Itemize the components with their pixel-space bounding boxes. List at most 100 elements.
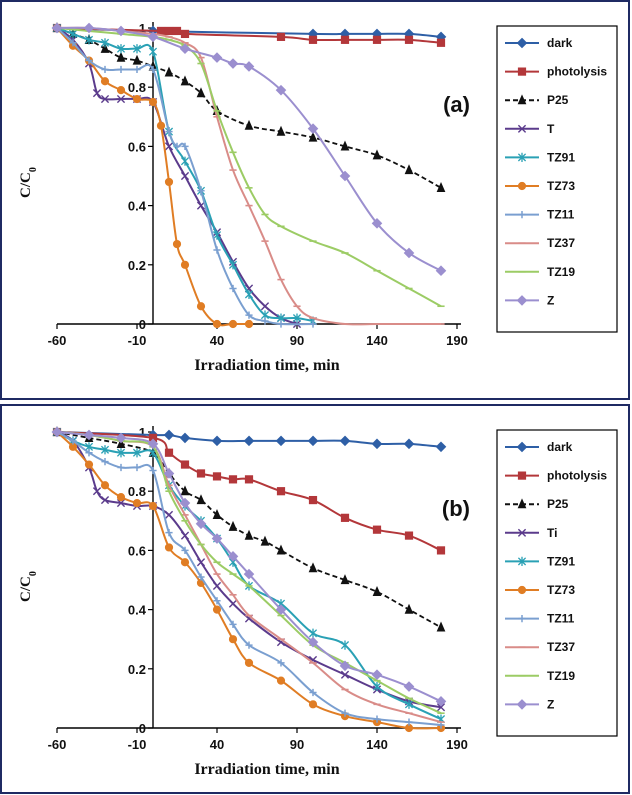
c0-series-t (52, 23, 302, 329)
c0-point-t-4 (100, 94, 110, 104)
c0-point-photolysis-9 (404, 35, 414, 44)
c1-point-tz73-5 (132, 498, 142, 508)
c1-point-dark-9 (371, 438, 383, 450)
c1-point-dark-11 (435, 441, 447, 453)
c0-point-tz73-3 (100, 77, 110, 86)
c0-point-tz91-8 (180, 156, 190, 166)
c0-legend-label-p25: P25 (547, 93, 569, 107)
c1-point-tz91-16 (372, 681, 382, 692)
c0-point-p25-7 (164, 66, 174, 77)
c1-legend-label-p25: P25 (547, 497, 569, 511)
c1-y-tick-label-5: 1 (139, 425, 146, 440)
c0-x-tick-label-1: -10 (128, 333, 147, 348)
c0-series-tz37 (53, 26, 445, 326)
c0-point-photolysis-1 (156, 26, 166, 36)
c0-point-tz11-14 (261, 317, 269, 325)
c0-series-photolysis (52, 23, 446, 47)
c1-point-z-13 (371, 669, 383, 681)
c0-series-tz91 (52, 23, 318, 326)
c0-point-tz11-8 (173, 142, 181, 150)
c1-point-p25-11 (276, 544, 286, 555)
c1-y-tick-label-2: 0.4 (128, 603, 147, 618)
c0-point-t-9 (180, 171, 190, 181)
c1-legend-marker-tz73 (517, 585, 527, 595)
c1-point-tz73-8 (180, 558, 190, 567)
c1-point-tz91-5 (132, 448, 142, 458)
c1-legend-marker-photolysis (517, 471, 527, 480)
c1-point-tz11-11 (229, 620, 237, 628)
c1-point-dark-2 (163, 429, 175, 441)
c0-point-photolysis-3 (172, 26, 182, 36)
c0-y-tick-label-4: 0.8 (128, 80, 146, 95)
c1-point-z-6 (195, 518, 207, 530)
c0-y-tick-label-5: 1 (139, 21, 146, 36)
c1-y-tick-label-1: 0.2 (128, 662, 146, 677)
c0-series-p25 (52, 22, 446, 192)
c1-point-tz73-7 (164, 543, 174, 552)
c1-point-z-10 (275, 604, 287, 615)
c1-point-p25-9 (244, 529, 254, 540)
c0-point-tz11-10 (197, 187, 205, 195)
c0-legend-label-t: T (547, 122, 555, 136)
c0-point-tz73-8 (164, 177, 174, 187)
c1-point-tz73-3 (100, 481, 110, 490)
c1-point-tz11-3 (101, 458, 109, 466)
c0-series-line-p25 (56, 27, 442, 189)
c1-point-p25-12 (308, 562, 318, 573)
c1-point-tz91-15 (340, 640, 350, 650)
c0-point-p25-12 (276, 125, 286, 136)
c1-point-p25-14 (372, 585, 382, 596)
c0-point-tz11-1 (69, 39, 77, 47)
c0-point-photolysis-8 (372, 35, 382, 44)
c0-point-tz73-10 (180, 260, 190, 269)
c1-point-tz91-4 (116, 448, 126, 458)
c0-point-tz91-5 (132, 44, 142, 54)
c0-x-tick-label-4: 140 (366, 333, 388, 348)
c0-point-z-13 (435, 265, 447, 277)
c1-point-tz11-15 (341, 709, 349, 717)
c1-point-tz11-4 (117, 463, 125, 472)
c0-point-z-5 (211, 52, 223, 63)
c1-legend-marker-p25 (517, 498, 527, 509)
c1-point-tz73-2 (84, 460, 94, 469)
c0-legend-marker-photolysis (517, 67, 527, 76)
c0-point-z-2 (115, 25, 127, 37)
c0-y-tick-label-3: 0.6 (128, 139, 146, 154)
c0-point-photolysis-2 (164, 26, 174, 36)
c1-point-photolysis-12 (404, 531, 414, 540)
c1-point-tz73-6 (148, 501, 158, 511)
c1-point-tz11-12 (245, 641, 253, 649)
c1-point-tz11-1 (69, 437, 77, 445)
c1-point-p25-6 (196, 494, 206, 505)
c0-x-tick-label-2: 40 (210, 333, 224, 348)
c1-point-dark-4 (211, 435, 223, 447)
c0-point-z-8 (275, 84, 287, 96)
c1-series-p25 (52, 426, 446, 632)
c0-point-p25-3 (100, 42, 110, 53)
c0-point-p25-9 (196, 87, 206, 98)
c1-point-p25-2 (116, 437, 126, 448)
c1-legend-label-photolysis: photolysis (547, 469, 607, 483)
c0-point-p25-8 (180, 75, 190, 86)
c1-point-tz73-11 (228, 635, 238, 644)
c1-point-photolysis-4 (196, 469, 206, 478)
chart-panel-a: -60 -10 40 90 140 190 0 0.2 0.4 0.6 0.8 1 Irradiatio… (0, 0, 630, 400)
c1-series-z (51, 426, 447, 707)
c1-point-p25-7 (212, 509, 222, 519)
c0-legend-label-tz37: TZ37 (547, 236, 575, 250)
c0-legend-label-photolysis: photolysis (547, 65, 607, 79)
c0-point-z-6 (227, 58, 239, 69)
c1-point-ti-8 (164, 510, 174, 519)
c0-point-tz91-12 (244, 289, 254, 299)
c0-point-tz73-4 (116, 86, 126, 95)
c1-point-tz11-14 (309, 688, 317, 697)
c0-x-axis-label: Irradiation time, min (194, 357, 339, 374)
chart-a-svg: -60 -10 40 90 140 190 0 0.2 0.4 0.6 0.8 1 Irradiatio… (18, 21, 618, 374)
c0-point-tz11-16 (309, 320, 317, 328)
c1-legend-label-tz37: TZ37 (547, 640, 575, 654)
c0-point-tz91-11 (228, 260, 238, 270)
c0-point-photolysis-4 (180, 29, 190, 39)
c1-series-line-p25 (56, 431, 442, 629)
c0-point-p25-15 (372, 149, 382, 160)
c1-y-tick-label-0: 0 (139, 721, 146, 736)
